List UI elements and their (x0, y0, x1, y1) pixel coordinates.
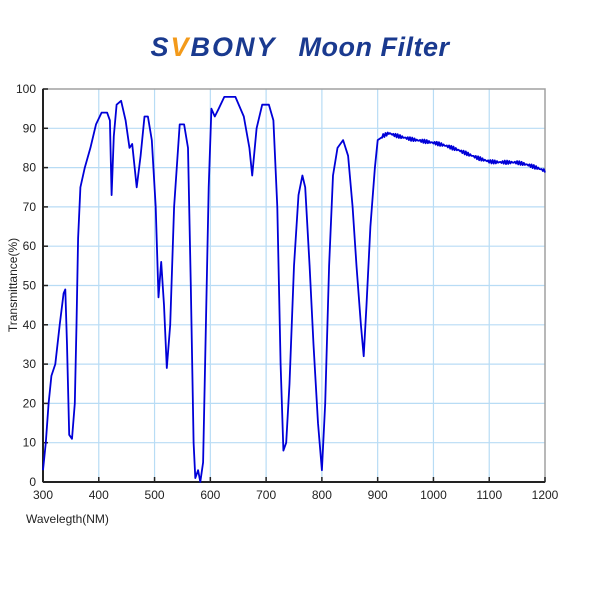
x-tick-label: 1100 (476, 488, 502, 502)
x-tick-label: 1200 (532, 488, 559, 502)
x-tick-label: 400 (89, 488, 109, 502)
x-tick-label: 500 (145, 488, 165, 502)
y-tick-label: 30 (23, 357, 37, 371)
y-tick-label: 80 (23, 161, 37, 175)
x-tick-label: 600 (200, 488, 220, 502)
x-tick-label: 700 (256, 488, 276, 502)
y-tick-label: 40 (23, 318, 37, 332)
y-tick-label: 10 (23, 436, 37, 450)
y-tick-label: 20 (23, 396, 37, 410)
transmittance-curve (42, 96, 546, 483)
y-tick-label: 90 (23, 121, 37, 135)
axes (42, 88, 546, 483)
x-tick-label: 300 (33, 488, 53, 502)
brand-logo: SVBONY (150, 32, 277, 62)
tick-labels: 300 400 500 600 700 800 900 1000 1100 1200 0 10 20 30… (16, 82, 559, 502)
x-axis-label: Wavelegth(NM) (26, 512, 109, 526)
y-tick-label: 100 (16, 82, 36, 96)
chart-title: SVBONY Moon Filter (0, 32, 600, 63)
y-tick-label: 50 (23, 279, 37, 293)
y-tick-label: 0 (29, 475, 36, 489)
x-tick-label: 900 (368, 488, 388, 502)
x-tick-label: 800 (312, 488, 332, 502)
x-tick-label: 1000 (420, 488, 447, 502)
product-name: Moon Filter (298, 32, 450, 62)
y-axis-label: Transmittance(%) (6, 238, 20, 332)
y-tick-label: 70 (23, 200, 37, 214)
y-tick-label: 60 (23, 239, 37, 253)
